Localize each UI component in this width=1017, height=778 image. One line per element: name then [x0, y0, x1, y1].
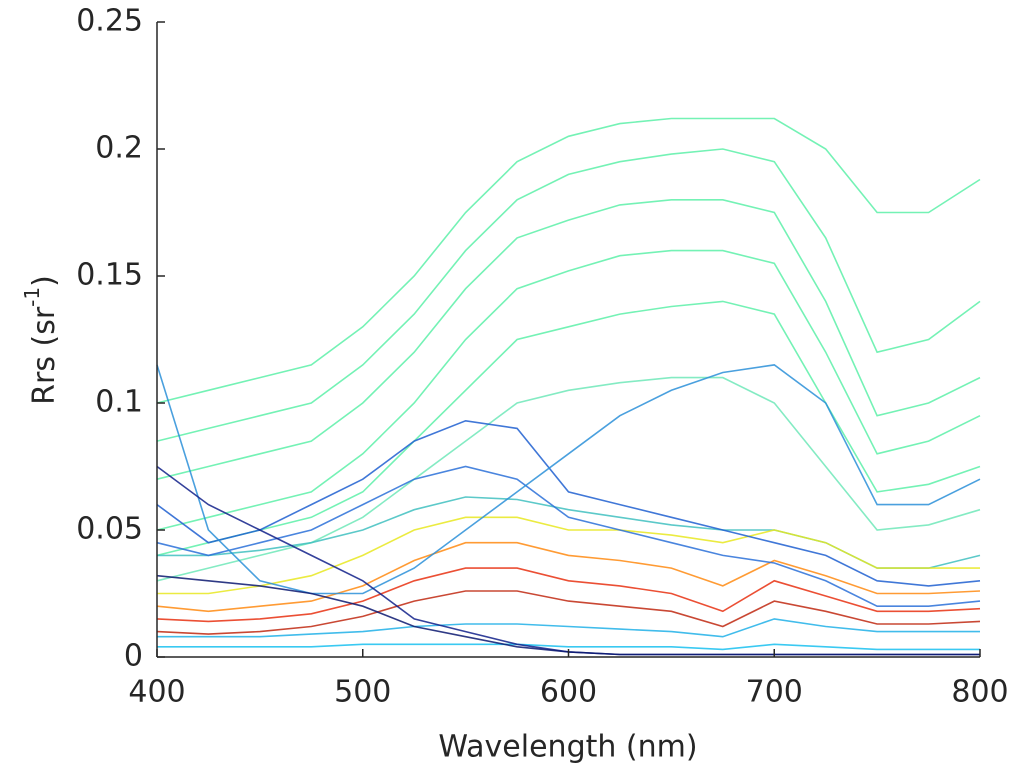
spectrum-line [156, 419, 981, 587]
spectrum-line [156, 567, 981, 623]
spectrum-line [156, 117, 981, 404]
y-tick-label: 0.2 [95, 131, 143, 166]
y-label-exponent: -1 [20, 287, 44, 307]
y-tick-label: 0.15 [76, 258, 143, 293]
spectrum-line [157, 618, 980, 638]
spectrum-line [157, 643, 980, 651]
spectrum-line [156, 300, 981, 557]
spectrum-line [156, 465, 981, 607]
spectrum-line [156, 376, 981, 582]
y-axis-label: Rrs (sr-1) [20, 275, 62, 405]
spectrum-line [156, 590, 981, 635]
spectrum-line [156, 364, 981, 595]
y-tick-label: 0.1 [95, 385, 143, 420]
spectrum-line [156, 249, 981, 531]
y-tick-label: 0.05 [76, 512, 143, 547]
y-tick-label: 0.25 [76, 4, 143, 39]
x-tick-label: 600 [540, 675, 597, 710]
spectrum-line [156, 199, 981, 480]
spectrum-line [156, 574, 980, 656]
spectrum-line [156, 148, 981, 442]
x-tick-label: 400 [128, 675, 185, 710]
y-tick-label: 0 [124, 639, 143, 674]
spectrum-line [157, 516, 980, 595]
x-tick-label: 800 [951, 675, 1008, 710]
x-tick-label: 700 [746, 675, 803, 710]
x-tick-label: 500 [334, 675, 391, 710]
spectrum-line [156, 541, 981, 613]
x-axis-label: Wavelength (nm) [438, 730, 697, 765]
y-label-main: Rrs (sr [27, 306, 62, 405]
y-label-end: ) [27, 275, 62, 287]
